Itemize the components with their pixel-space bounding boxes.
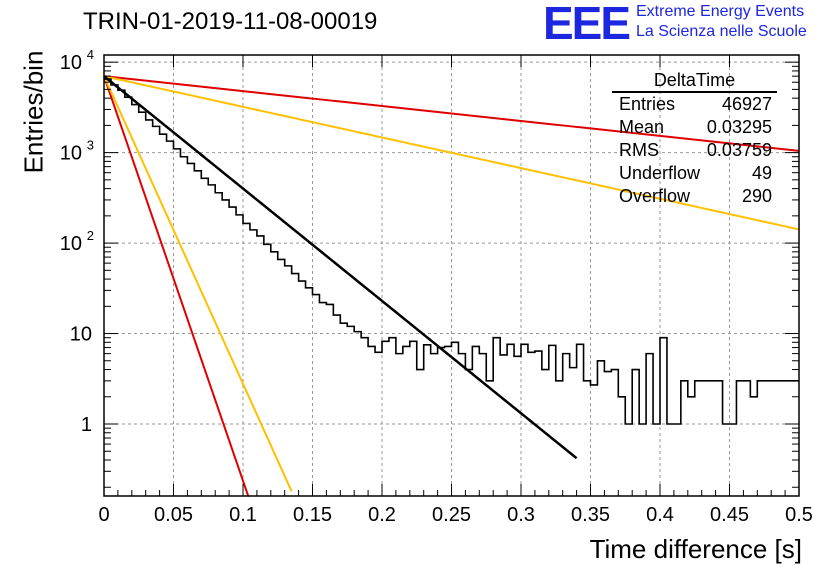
stats-box-title: DeltaTime [653,70,736,90]
y-tick-label: 1 [81,414,92,436]
stats-row: Entries 46927 [619,94,772,115]
stats-value: 46927 [721,94,772,114]
chart-title: TRIN-01-2019-11-08-00019 [83,8,378,35]
stats-value: 290 [741,186,772,206]
stats-value: 0.03759 [706,140,772,160]
eee-logo: EEE [543,0,631,49]
fit-curve-fit [103,75,578,460]
x-axis-label: Time difference [s] [589,534,802,564]
x-tick-label: 0.15 [293,504,332,526]
fit-curve-orange-shallow [103,75,800,231]
fit-curve-orange-steep [103,75,293,492]
y-axis-label: Entries/bin [18,50,49,174]
stats-label: RMS [619,140,659,160]
histogram-steps [104,78,799,425]
stats-row: Overflow 290 [619,186,772,207]
stats-row: RMS 0.03759 [619,140,772,161]
stats-value: 49 [751,163,772,183]
x-tick-label: 0.3 [507,504,535,526]
fit-curve-red-shallow [103,75,800,152]
y-tick-exponent: 4 [87,47,94,62]
x-tick-label: 0.35 [571,504,610,526]
x-tick-label: 0 [98,504,109,526]
y-tick-exponent: 3 [87,138,94,153]
y-tick-label: 10 [60,52,82,74]
x-tick-label: 0.4 [646,504,674,526]
y-tick-label: 10 [60,143,82,165]
stats-label: Entries [619,94,676,114]
y-tick-label: 10 [70,324,92,346]
x-tick-label: 0.5 [785,504,813,526]
x-tick-label: 0.45 [710,504,749,526]
eee-logo-line1: Extreme Energy Events [636,3,805,20]
x-tick-label: 0.05 [154,504,193,526]
stats-value: 0.03295 [706,117,772,137]
eee-logo-line2: La Scienza nelle Scuole [636,23,807,40]
stats-label: Underflow [619,163,701,183]
y-tick-exponent: 2 [87,228,94,243]
x-tick-label: 0.2 [368,504,396,526]
stats-row: Mean 0.03295 [619,117,772,138]
stats-label: Mean [619,117,665,137]
y-tick-label: 10 [60,233,82,255]
fit-curve-red-steep [103,75,250,497]
x-tick-label: 0.1 [229,504,257,526]
stats-row: Underflow 49 [619,163,772,184]
x-tick-label: 0.25 [432,504,471,526]
stats-label: Overflow [619,186,691,206]
